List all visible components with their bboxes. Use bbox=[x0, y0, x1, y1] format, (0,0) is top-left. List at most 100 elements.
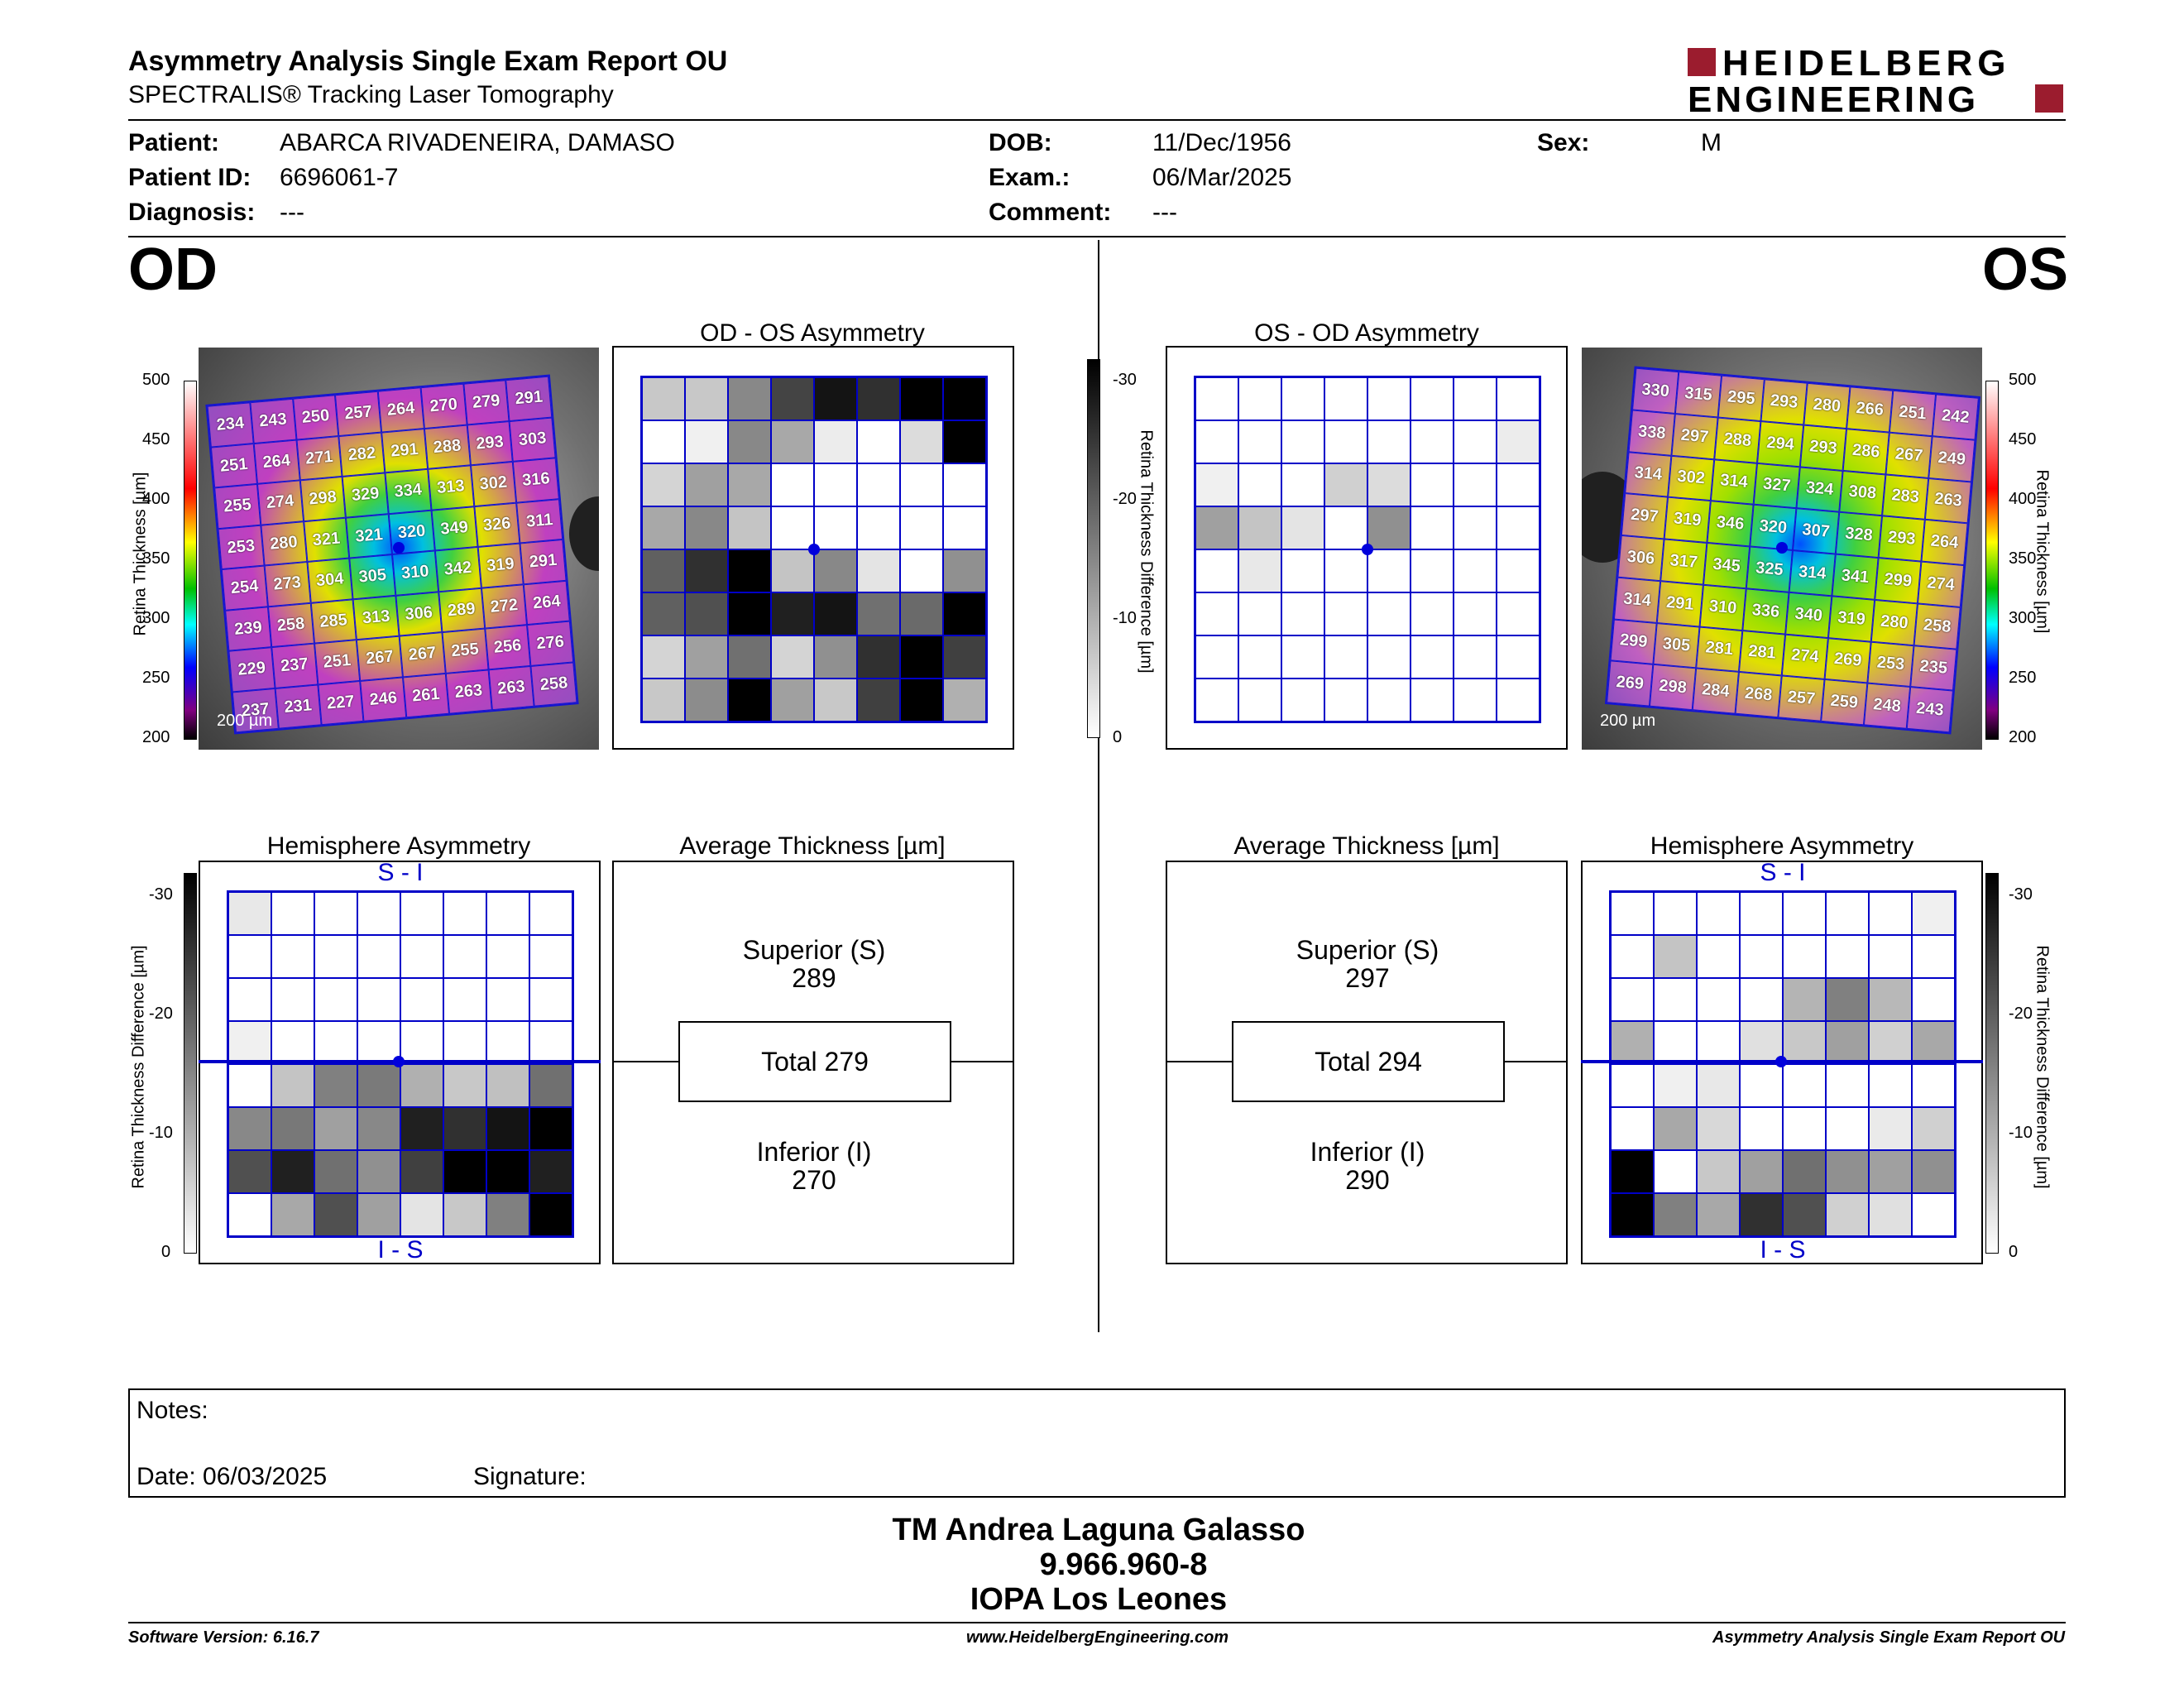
grid-cell bbox=[771, 420, 814, 463]
tick: 0 bbox=[161, 1243, 171, 1261]
thickness-cell: 314 bbox=[1625, 451, 1672, 497]
thickness-cell: 229 bbox=[228, 647, 275, 692]
exam-date: 06/Mar/2025 bbox=[1152, 164, 1292, 191]
thickness-cell: 259 bbox=[1821, 679, 1868, 726]
report-title: Asymmetry Analysis Single Exam Report OU bbox=[128, 46, 728, 77]
os-hemi-title: Hemisphere Asymmetry bbox=[1650, 832, 1914, 860]
thickness-cell: 264 bbox=[523, 580, 570, 626]
thickness-cell: 305 bbox=[1653, 622, 1700, 669]
tick: 250 bbox=[142, 669, 170, 687]
grid-cell bbox=[1740, 892, 1783, 935]
tick: 200 bbox=[2009, 728, 2037, 746]
grid-cell bbox=[1611, 1150, 1654, 1193]
thickness-cell: 340 bbox=[1785, 592, 1832, 638]
grid-cell bbox=[1826, 978, 1869, 1021]
thickness-cell: 324 bbox=[1796, 466, 1843, 512]
grid-cell bbox=[943, 420, 986, 463]
thickness-cell: 257 bbox=[1778, 675, 1825, 722]
grid-cell bbox=[642, 549, 685, 592]
thickness-cell: 255 bbox=[214, 483, 261, 529]
od-thickness-grid: 234 243 250 257 264 270 279 291 251 264 271 282 291 2… bbox=[205, 374, 579, 735]
grid-cell bbox=[642, 506, 685, 549]
grid-cell bbox=[1281, 549, 1324, 592]
grid-cell bbox=[486, 1021, 529, 1064]
thickness-cell: 286 bbox=[1842, 428, 1889, 474]
grid-cell bbox=[642, 592, 685, 635]
grid-cell bbox=[1611, 1107, 1654, 1150]
grid-cell bbox=[1783, 935, 1826, 978]
thickness-cell: 338 bbox=[1628, 410, 1675, 456]
grid-cell bbox=[1497, 635, 1540, 679]
grid-cell bbox=[857, 635, 900, 679]
thickness-cell: 299 bbox=[1610, 618, 1657, 665]
os-asym-panel bbox=[1166, 346, 1568, 750]
thickness-cell: 267 bbox=[1885, 432, 1933, 478]
grid-cell bbox=[1454, 549, 1497, 592]
grid-cell bbox=[1783, 1150, 1826, 1193]
signer-name: TM Andrea Laguna Galasso bbox=[892, 1513, 1305, 1547]
grid-cell bbox=[443, 1193, 486, 1236]
grid-cell bbox=[857, 463, 900, 506]
thickness-cell: 297 bbox=[1671, 413, 1718, 459]
grid-cell bbox=[443, 935, 486, 978]
grid-cell bbox=[1912, 1150, 1955, 1193]
thickness-cell: 311 bbox=[516, 498, 563, 544]
thickness-cell: 250 bbox=[292, 395, 339, 440]
od-hemi-colorbar bbox=[184, 873, 197, 1254]
website-link[interactable]: www.HeidelbergEngineering.com bbox=[966, 1628, 1229, 1647]
tick: 300 bbox=[2009, 609, 2037, 627]
grid-cell bbox=[1740, 978, 1783, 1021]
signer-org: IOPA Los Leones bbox=[970, 1582, 1228, 1617]
tick: 0 bbox=[2009, 1243, 2019, 1261]
grid-cell bbox=[1826, 1107, 1869, 1150]
thickness-cell: 283 bbox=[1882, 473, 1929, 520]
grid-cell bbox=[1697, 892, 1740, 935]
grid-cell bbox=[529, 1107, 572, 1150]
thickness-cell: 242 bbox=[1932, 394, 1979, 440]
grid-cell bbox=[1195, 506, 1238, 549]
thickness-cell: 235 bbox=[1910, 645, 1957, 691]
thickness-cell: 237 bbox=[271, 643, 318, 688]
grid-cell bbox=[400, 892, 443, 935]
patient-label: Patient: bbox=[128, 129, 220, 156]
grid-cell bbox=[314, 1021, 357, 1064]
thickness-cell: 263 bbox=[445, 669, 492, 714]
grid-cell bbox=[1281, 420, 1324, 463]
grid-cell bbox=[814, 635, 857, 679]
notes-date: Date: 06/03/2025 bbox=[136, 1463, 328, 1490]
thickness-cell: 281 bbox=[1738, 630, 1786, 676]
thickness-cell: 270 bbox=[420, 383, 467, 429]
thickness-cell: 299 bbox=[1875, 558, 1922, 604]
grid-cell bbox=[1611, 1021, 1654, 1064]
thickness-cell: 249 bbox=[1928, 435, 1976, 482]
os-scale-label: 200 µm bbox=[1600, 712, 1656, 730]
sex-label: Sex: bbox=[1537, 129, 1590, 156]
grid-cell bbox=[1497, 592, 1540, 635]
tick: -30 bbox=[2009, 885, 2033, 904]
thickness-cell: 328 bbox=[1835, 511, 1883, 559]
grid-cell bbox=[1324, 420, 1367, 463]
grid-cell bbox=[1454, 420, 1497, 463]
grid-cell bbox=[685, 506, 728, 549]
thickness-cell: 345 bbox=[1703, 542, 1751, 589]
thickness-cell: 346 bbox=[1707, 501, 1754, 547]
grid-cell bbox=[1740, 935, 1783, 978]
os-heading: OS bbox=[1982, 237, 2069, 303]
thickness-cell: 320 bbox=[1750, 504, 1797, 550]
od-asym-title: OD - OS Asymmetry bbox=[700, 319, 925, 347]
tick: -20 bbox=[2009, 1005, 2033, 1023]
grid-cell bbox=[1367, 549, 1410, 592]
grid-cell bbox=[1238, 635, 1281, 679]
grid-cell bbox=[642, 377, 685, 420]
grid-cell bbox=[1654, 1064, 1697, 1107]
thickness-cell: 258 bbox=[530, 661, 577, 707]
grid-cell bbox=[857, 377, 900, 420]
grid-cell bbox=[1611, 978, 1654, 1021]
od-scale-label: 200 µm bbox=[217, 712, 273, 730]
grid-cell bbox=[228, 1193, 271, 1236]
grid-cell bbox=[529, 978, 572, 1021]
grid-cell bbox=[1654, 1150, 1697, 1193]
grid-cell bbox=[1410, 635, 1454, 679]
grid-cell bbox=[357, 1150, 400, 1193]
report-subtitle: SPECTRALIS® Tracking Laser Tomography bbox=[128, 81, 614, 108]
